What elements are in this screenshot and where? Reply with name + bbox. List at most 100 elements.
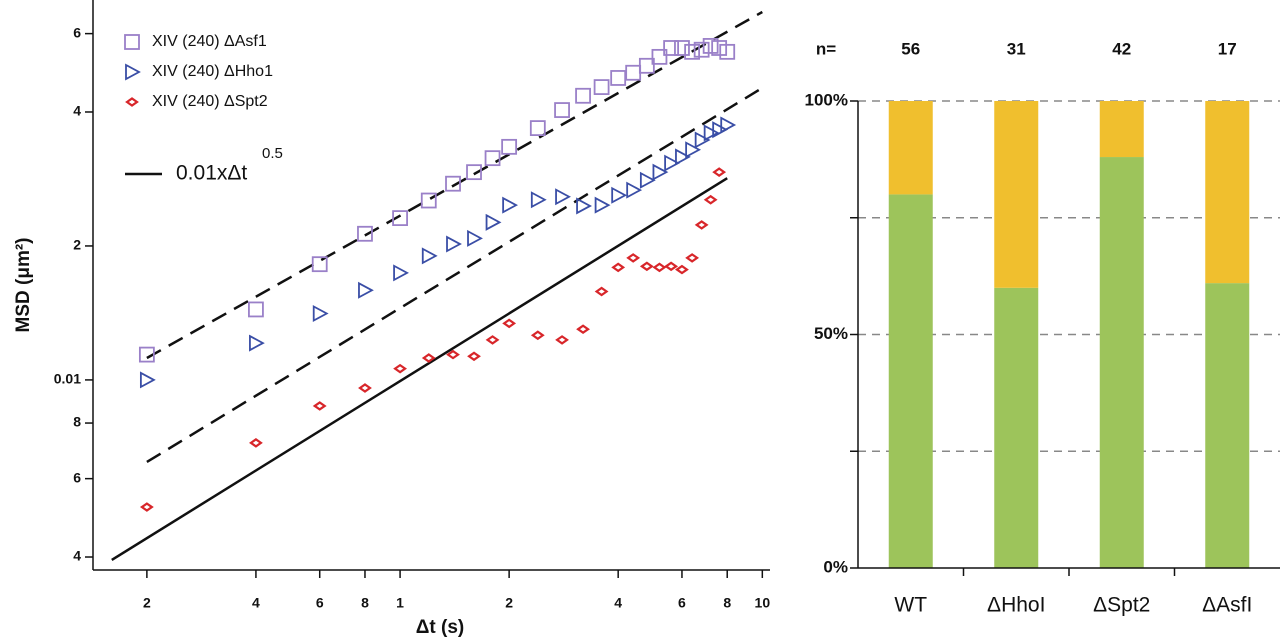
diamond-marker (685, 253, 700, 263)
x-tick-label: ΔAsfI (1202, 594, 1252, 617)
x-tick-label: 2 (143, 595, 151, 611)
diamond-marker (639, 261, 654, 272)
y-axis-label: MSD (μm²) (13, 238, 34, 333)
bar-segment (888, 101, 933, 195)
triangle-marker (421, 247, 438, 265)
y-tick-label: 4 (73, 103, 81, 119)
triangle-marker (712, 121, 729, 139)
square-marker (466, 164, 482, 181)
diamond-marker (576, 324, 590, 335)
square-marker (593, 79, 610, 95)
diamond-marker (421, 353, 436, 363)
legend-marker (124, 34, 140, 50)
y-tick-label: 50% (814, 324, 848, 343)
diamond-marker (446, 349, 460, 360)
square-marker (392, 210, 408, 227)
bar-segment (1099, 157, 1144, 569)
diamond-marker (530, 330, 545, 341)
square-marker (501, 138, 518, 155)
square-marker (651, 48, 668, 65)
x-tick-label: 2 (505, 595, 513, 611)
diamond-marker (312, 401, 327, 411)
diamond-marker (626, 253, 641, 263)
triangle-marker (652, 163, 669, 181)
triangle-marker (626, 181, 643, 199)
y-tick-label: 6 (73, 469, 81, 485)
diamond-marker (675, 264, 689, 275)
square-marker (684, 43, 701, 60)
square-marker (711, 40, 728, 56)
bar-segment (994, 287, 1039, 568)
y-tick-label: 100% (805, 90, 848, 109)
square-marker (625, 64, 642, 81)
y-tick-label: 0.01 (54, 371, 81, 387)
triangle-marker (530, 191, 547, 209)
x-tick-label: 8 (361, 595, 369, 611)
y-tick-label: 4 (73, 548, 81, 564)
square-marker (693, 41, 710, 58)
square-marker (357, 225, 373, 242)
bar-segment (888, 194, 933, 568)
y-tick-label: 0% (823, 557, 848, 576)
x-tick-label: 4 (252, 595, 260, 611)
y-tick-label: 8 (73, 414, 81, 430)
diamond-marker (555, 335, 569, 345)
square-marker (554, 102, 570, 118)
n-value: 56 (901, 39, 920, 58)
diamond-marker (712, 167, 727, 177)
legend-label: XIV (240) ΔSpt2 (152, 93, 268, 110)
square-marker (529, 120, 546, 137)
x-tick-label: WT (894, 594, 927, 617)
reference-line (111, 177, 728, 561)
square-marker (674, 40, 690, 56)
triangle-marker (502, 196, 519, 214)
triangle-marker (446, 235, 462, 253)
diamond-marker (485, 335, 500, 345)
diamond-marker (652, 262, 667, 273)
triangle-marker (139, 371, 156, 389)
legend-marker (125, 63, 141, 81)
square-marker (138, 346, 155, 363)
triangle-marker (694, 131, 711, 149)
x-tick-label: 6 (678, 595, 686, 611)
square-marker (484, 150, 501, 167)
triangle-marker (576, 197, 592, 215)
legend-marker (125, 97, 139, 107)
bar-segment (1099, 101, 1144, 158)
y-tick-label: 2 (73, 237, 81, 253)
triangle-marker (312, 305, 329, 323)
square-marker (702, 38, 719, 54)
triangle-marker (358, 281, 374, 299)
x-tick-label: ΔSpt2 (1093, 594, 1150, 617)
triangle-marker (467, 229, 483, 247)
bar-segment (994, 101, 1039, 288)
triangle-marker (594, 196, 611, 214)
square-marker (638, 57, 655, 74)
x-tick-label: 10 (755, 595, 771, 611)
square-marker (311, 256, 328, 273)
triangle-marker (664, 154, 681, 172)
y-tick-label: 6 (73, 24, 81, 40)
bar-segment (1205, 101, 1250, 284)
diamond-marker (502, 318, 517, 329)
diamond-marker (694, 220, 709, 230)
n-value: 17 (1218, 39, 1237, 58)
x-tick-label: 1 (396, 595, 404, 611)
n-label: n= (816, 39, 836, 58)
square-marker (445, 175, 461, 192)
bar-segment (1205, 283, 1250, 568)
reference-line (146, 10, 763, 360)
n-value: 31 (1007, 39, 1026, 58)
triangle-marker (703, 124, 720, 142)
diamond-marker (249, 438, 263, 448)
x-tick-label: 4 (614, 595, 622, 611)
triangle-marker (685, 141, 702, 159)
triangle-marker (485, 213, 502, 231)
legend-label: XIV (240) ΔHho1 (152, 63, 273, 80)
diamond-marker (139, 502, 154, 512)
n-value: 42 (1112, 39, 1131, 58)
square-marker (575, 87, 591, 104)
triangle-marker (639, 171, 656, 189)
triangle-marker (611, 186, 628, 204)
